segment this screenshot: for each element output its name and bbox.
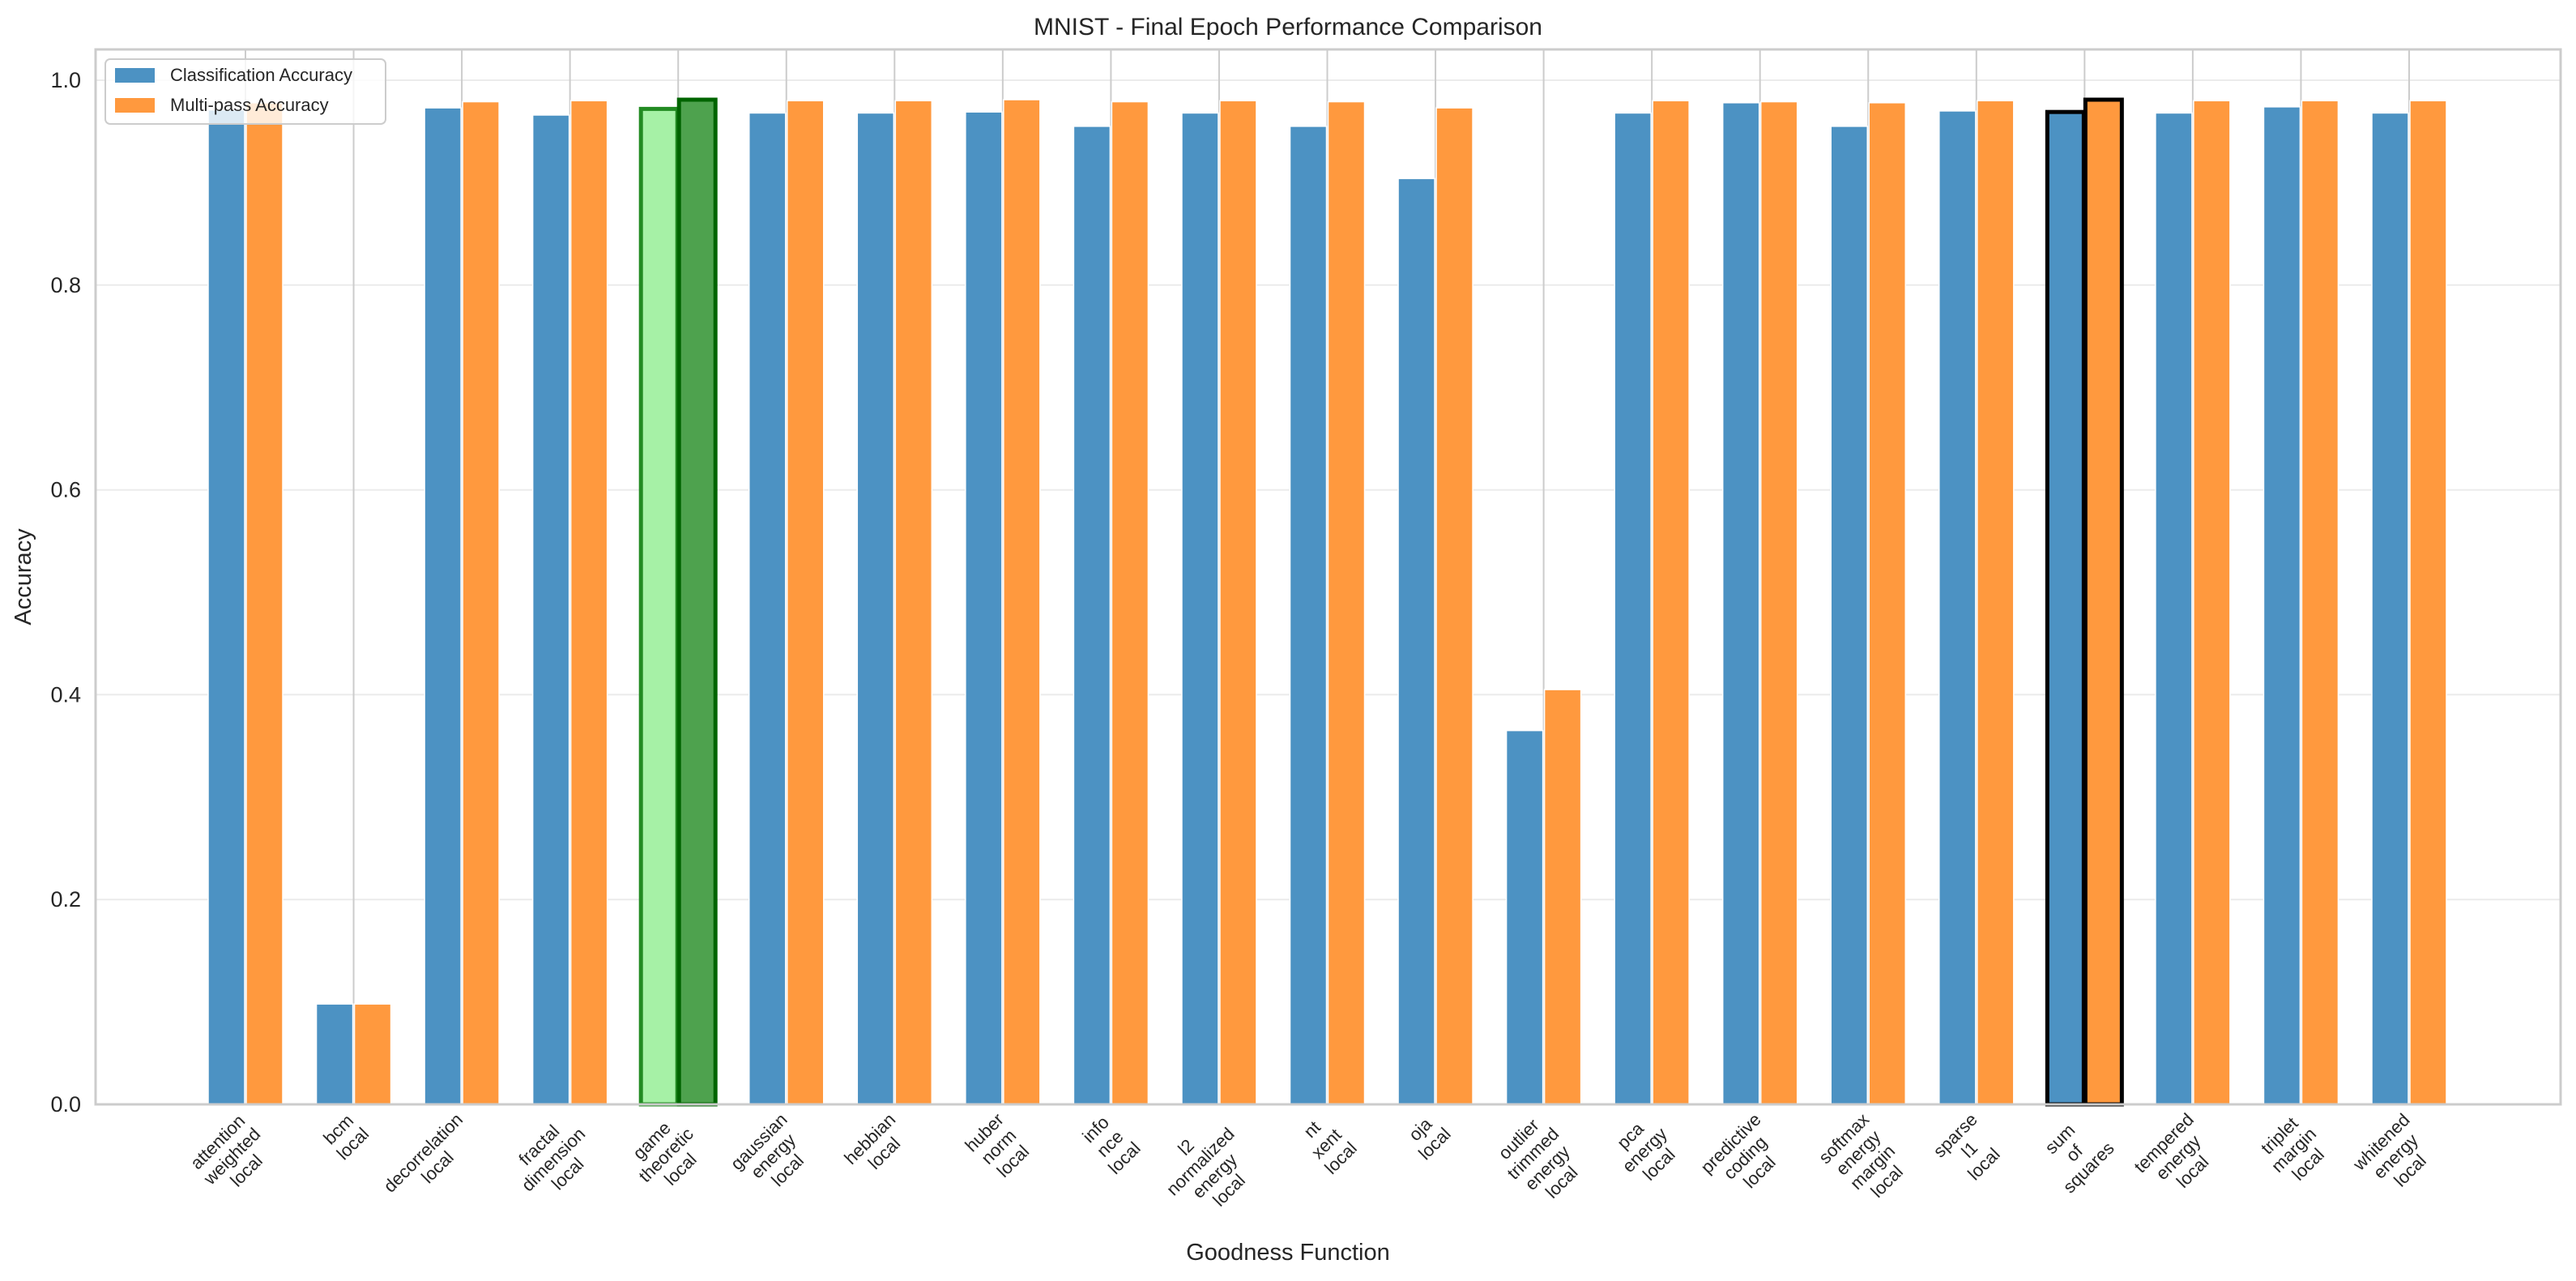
bar-multipass-accuracy	[462, 100, 500, 1105]
bar-classification-accuracy	[748, 112, 787, 1105]
bar-classification-accuracy	[2371, 112, 2409, 1105]
bar-classification-accuracy	[2263, 106, 2301, 1105]
y-tick-label: 0.0	[50, 1092, 81, 1117]
bar-classification-accuracy	[1181, 112, 1219, 1105]
legend: Classification Accuracy Multi-pass Accur…	[104, 58, 386, 125]
x-axis-label: Goodness Function	[1186, 1240, 1389, 1266]
legend-swatch-multipass	[115, 98, 155, 113]
legend-box	[104, 58, 386, 125]
y-tick-label: 0.2	[50, 887, 81, 912]
bar-multipass-accuracy	[1759, 100, 1798, 1105]
bar-classification-accuracy	[856, 112, 895, 1105]
bar-multipass-accuracy	[353, 1003, 392, 1105]
bar-multipass-accuracy	[1435, 107, 1474, 1105]
bar-multipass-accuracy	[2193, 100, 2231, 1105]
bar-classification-accuracy	[1397, 177, 1435, 1105]
bar-multipass-accuracy	[1977, 100, 2015, 1105]
bar-classification-accuracy	[2155, 112, 2193, 1105]
bars	[207, 97, 2447, 1107]
chart-title: MNIST - Final Epoch Performance Comparis…	[1034, 14, 1542, 41]
bar-multipass-accuracy	[1868, 102, 1906, 1105]
y-axis-ticks: 0.0 0.2 0.4 0.6 0.8 1.0	[50, 68, 81, 1117]
bar-classification-accuracy	[2045, 109, 2086, 1107]
bar-classification-accuracy	[1830, 126, 1868, 1105]
bar-classification-accuracy	[315, 1003, 354, 1105]
y-tick-label: 0.6	[50, 478, 81, 502]
bar-multipass-accuracy	[1219, 100, 1257, 1105]
bar-multipass-accuracy	[676, 97, 718, 1107]
bar-multipass-accuracy	[569, 100, 608, 1105]
bar-multipass-accuracy	[2083, 97, 2124, 1107]
y-tick-label: 0.8	[50, 273, 81, 297]
bar-classification-accuracy	[1614, 112, 1652, 1105]
bar-classification-accuracy	[965, 111, 1003, 1105]
bar-classification-accuracy	[1505, 729, 1544, 1105]
bar-classification-accuracy	[638, 106, 680, 1107]
y-axis-label: Accuracy	[11, 528, 36, 626]
plot-frame	[94, 48, 2562, 1106]
y-tick-label: 0.4	[50, 682, 81, 707]
svg-text:decorrelation: decorrelation	[379, 1109, 467, 1197]
bar-classification-accuracy	[531, 114, 570, 1105]
bar-classification-accuracy	[1073, 126, 1111, 1105]
bar-multipass-accuracy	[1327, 100, 1366, 1105]
legend-label-multipass: Multi-pass Accuracy	[170, 95, 329, 115]
bar-multipass-accuracy	[1652, 100, 1690, 1105]
bar-classification-accuracy	[424, 107, 462, 1105]
bar-classification-accuracy	[1938, 110, 1977, 1105]
y-tick-label: 1.0	[50, 68, 81, 92]
bar-multipass-accuracy	[1111, 100, 1149, 1105]
bar-multipass-accuracy	[894, 100, 933, 1105]
bar-multipass-accuracy	[787, 100, 825, 1105]
bar-multipass-accuracy	[1543, 689, 1582, 1105]
bar-classification-accuracy	[207, 109, 245, 1105]
bar-multipass-accuracy	[2409, 100, 2447, 1105]
bar-classification-accuracy	[1721, 102, 1760, 1105]
legend-swatch-classification	[115, 68, 155, 83]
bar-multipass-accuracy	[2301, 100, 2339, 1105]
bar-multipass-accuracy	[245, 102, 284, 1105]
bar-classification-accuracy	[1289, 126, 1328, 1105]
legend-label-classification: Classification Accuracy	[170, 65, 352, 85]
bar-multipass-accuracy	[1003, 99, 1041, 1105]
